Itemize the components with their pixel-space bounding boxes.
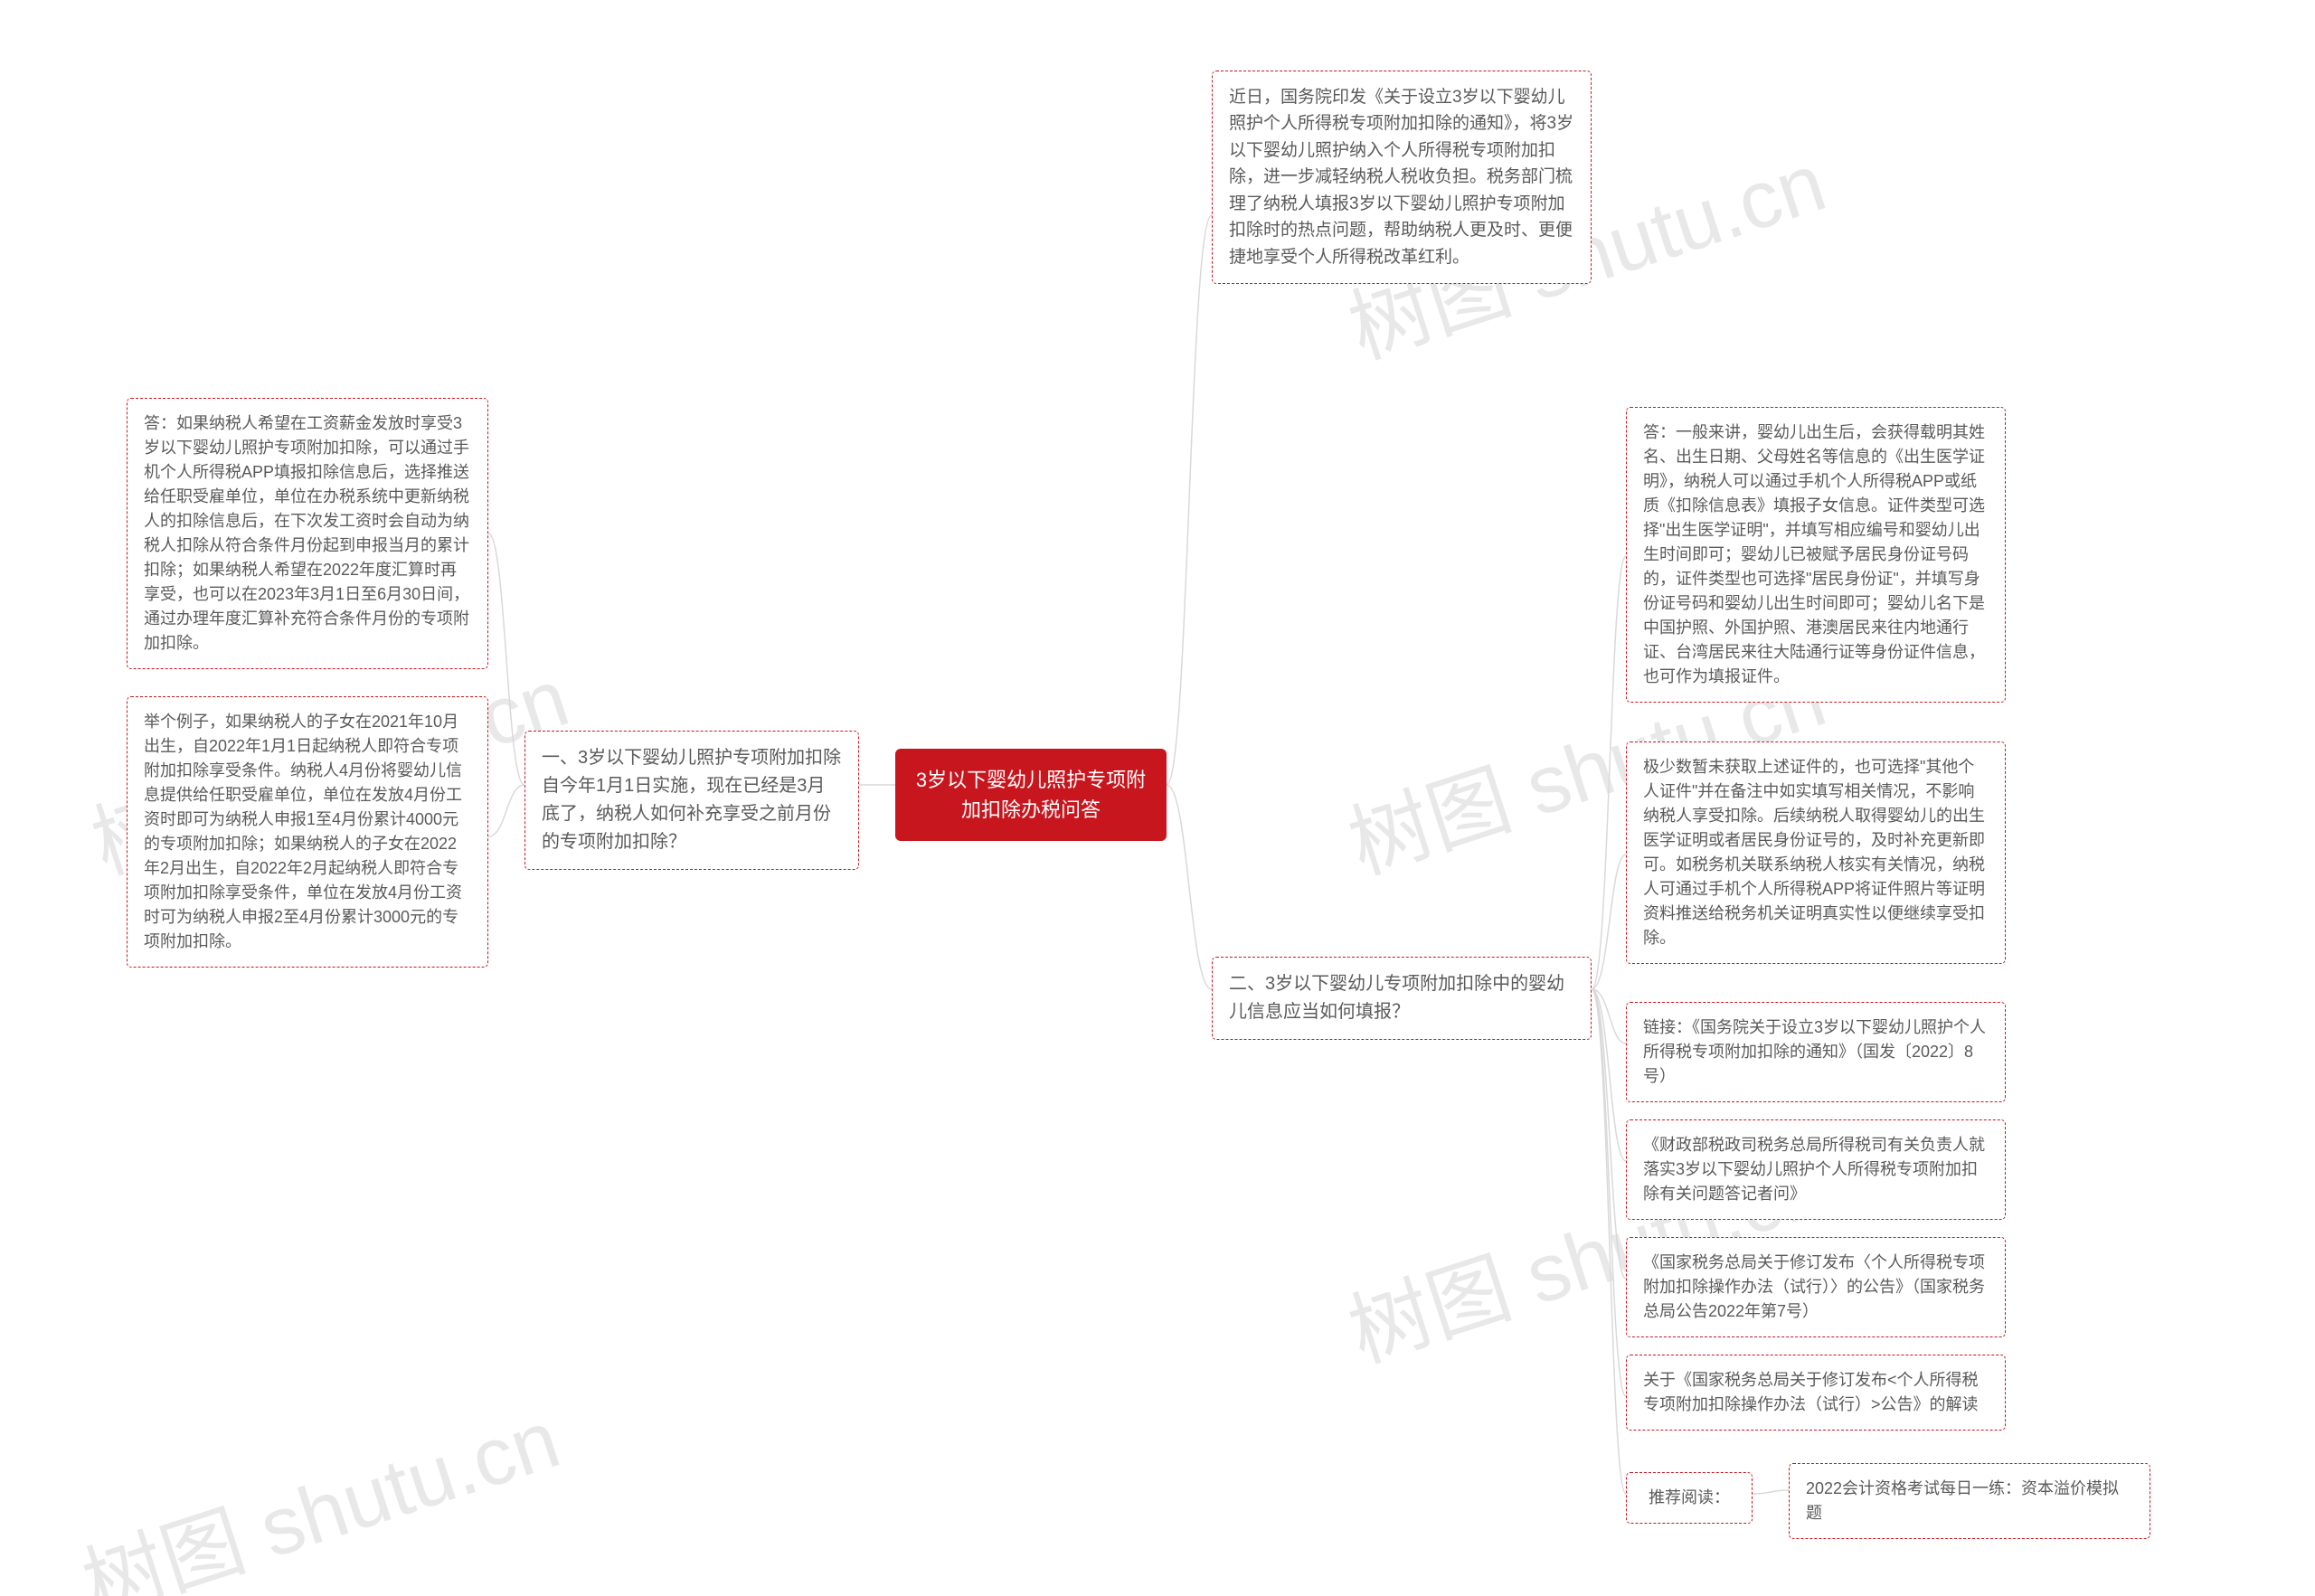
connector [488,785,524,836]
question-2[interactable]: 二、3岁以下婴幼儿专项附加扣除中的婴幼儿信息应当如何填报？ [1212,957,1592,1040]
connector [1592,989,1626,1494]
connector [1592,989,1626,1396]
connector [1167,785,1212,989]
question-2-link[interactable]: 链接：《国务院关于设立3岁以下婴幼儿照护个人所得税专项附加扣除的通知》（国发〔2… [1626,1002,2006,1102]
question-2-answer-1[interactable]: 答：一般来讲，婴幼儿出生后，会获得载明其姓名、出生日期、父母姓名等信息的《出生医… [1626,407,2006,703]
connector [1592,989,1626,1044]
connector [1167,215,1212,785]
question-2-doc-3[interactable]: 关于《国家税务总局关于修订发布<个人所得税专项附加扣除操作办法（试行）>公告》的… [1626,1355,2006,1431]
question-2-doc-2[interactable]: 《国家税务总局关于修订发布〈个人所得税专项附加扣除操作办法（试行）〉的公告》（国… [1626,1237,2006,1337]
connector [488,534,524,785]
intro-node[interactable]: 近日，国务院印发《关于设立3岁以下婴幼儿照护个人所得税专项附加扣除的通知》，将3… [1212,71,1592,284]
connector [1592,989,1626,1161]
question-1-answer-2[interactable]: 举个例子，如果纳税人的子女在2021年10月出生，自2022年1月1日起纳税人即… [127,696,488,968]
watermark: 树图 shutu.cn [66,1374,572,1596]
connector [1753,1490,1789,1494]
recommend-label[interactable]: 推荐阅读： [1626,1472,1753,1524]
question-2-answer-2[interactable]: 极少数暂未获取上述证件的，也可选择"其他个人证件"并在备注中如实填写相关情况，不… [1626,741,2006,964]
connector [1592,556,1626,989]
question-1[interactable]: 一、3岁以下婴幼儿照护专项附加扣除自今年1月1日实施，现在已经是3月底了，纳税人… [524,731,859,870]
recommend-item[interactable]: 2022会计资格考试每日一练：资本溢价模拟题 [1789,1463,2150,1539]
mindmap-root[interactable]: 3岁以下婴幼儿照护专项附加扣除办税问答 [895,749,1167,841]
question-2-doc-1[interactable]: 《财政部税政司税务总局所得税司有关负责人就落实3岁以下婴幼儿照护个人所得税专项附… [1626,1119,2006,1220]
connector [1592,989,1626,1279]
question-1-answer-1[interactable]: 答：如果纳税人希望在工资薪金发放时享受3岁以下婴幼儿照护专项附加扣除，可以通过手… [127,398,488,669]
connector [1592,855,1626,989]
